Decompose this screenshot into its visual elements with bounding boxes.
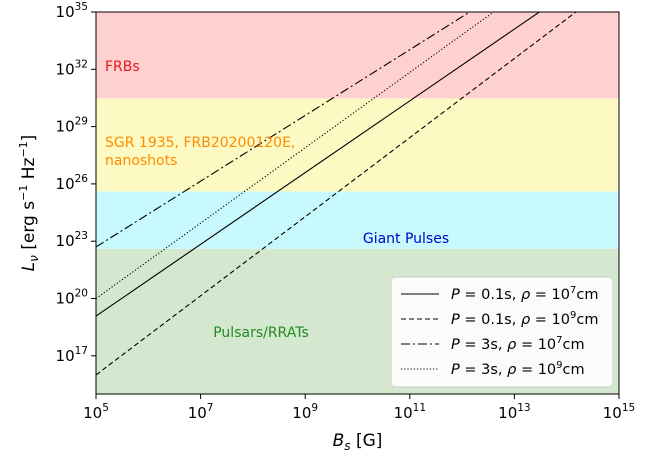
x-tick-label-4: 1013 [498, 402, 530, 422]
region-band-2 [96, 191, 619, 249]
y-tick-label-0: 1017 [56, 345, 88, 365]
y-axis-title: Lν [erg s−1 Hz−1] [17, 135, 41, 272]
region-label-3: Pulsars/RRATs [213, 325, 309, 341]
region-band-0 [96, 12, 619, 99]
legend-label-0: P = 0.1s, ρ = 107cm [451, 285, 598, 303]
x-tick-label-0: 105 [83, 402, 109, 422]
region-label-0: FRBs [105, 59, 140, 75]
plot-frame [95, 11, 620, 395]
series-line-0 [96, 12, 540, 317]
y-tick-label-3: 1026 [56, 173, 89, 193]
region-label-2: Giant Pulses [363, 231, 449, 247]
x-tick-label-1: 107 [188, 402, 214, 422]
y-tick-label-5: 1032 [56, 58, 88, 78]
x-axis-title: Bs [G] [333, 431, 383, 453]
y-tick-label-4: 1029 [56, 116, 88, 136]
x-tick-label-5: 1015 [603, 402, 635, 422]
region-label-1: SGR 1935, FRB20200120E, nanoshots [105, 135, 295, 169]
x-tick-label-3: 1011 [394, 402, 426, 422]
y-tick-label-6: 1035 [56, 1, 88, 21]
legend-label-3: P = 3s, ρ = 109cm [451, 360, 585, 378]
y-tick-label-1: 1020 [56, 288, 88, 308]
legend-box [390, 276, 614, 388]
y-tick-label-2: 1023 [56, 230, 88, 250]
series-line-2 [96, 12, 471, 248]
legend-label-2: P = 3s, ρ = 107cm [451, 335, 585, 353]
x-tick-label-2: 109 [292, 402, 318, 422]
region-band-1 [96, 98, 619, 192]
legend-label-1: P = 0.1s, ρ = 109cm [451, 310, 598, 328]
series-line-1 [96, 12, 577, 376]
